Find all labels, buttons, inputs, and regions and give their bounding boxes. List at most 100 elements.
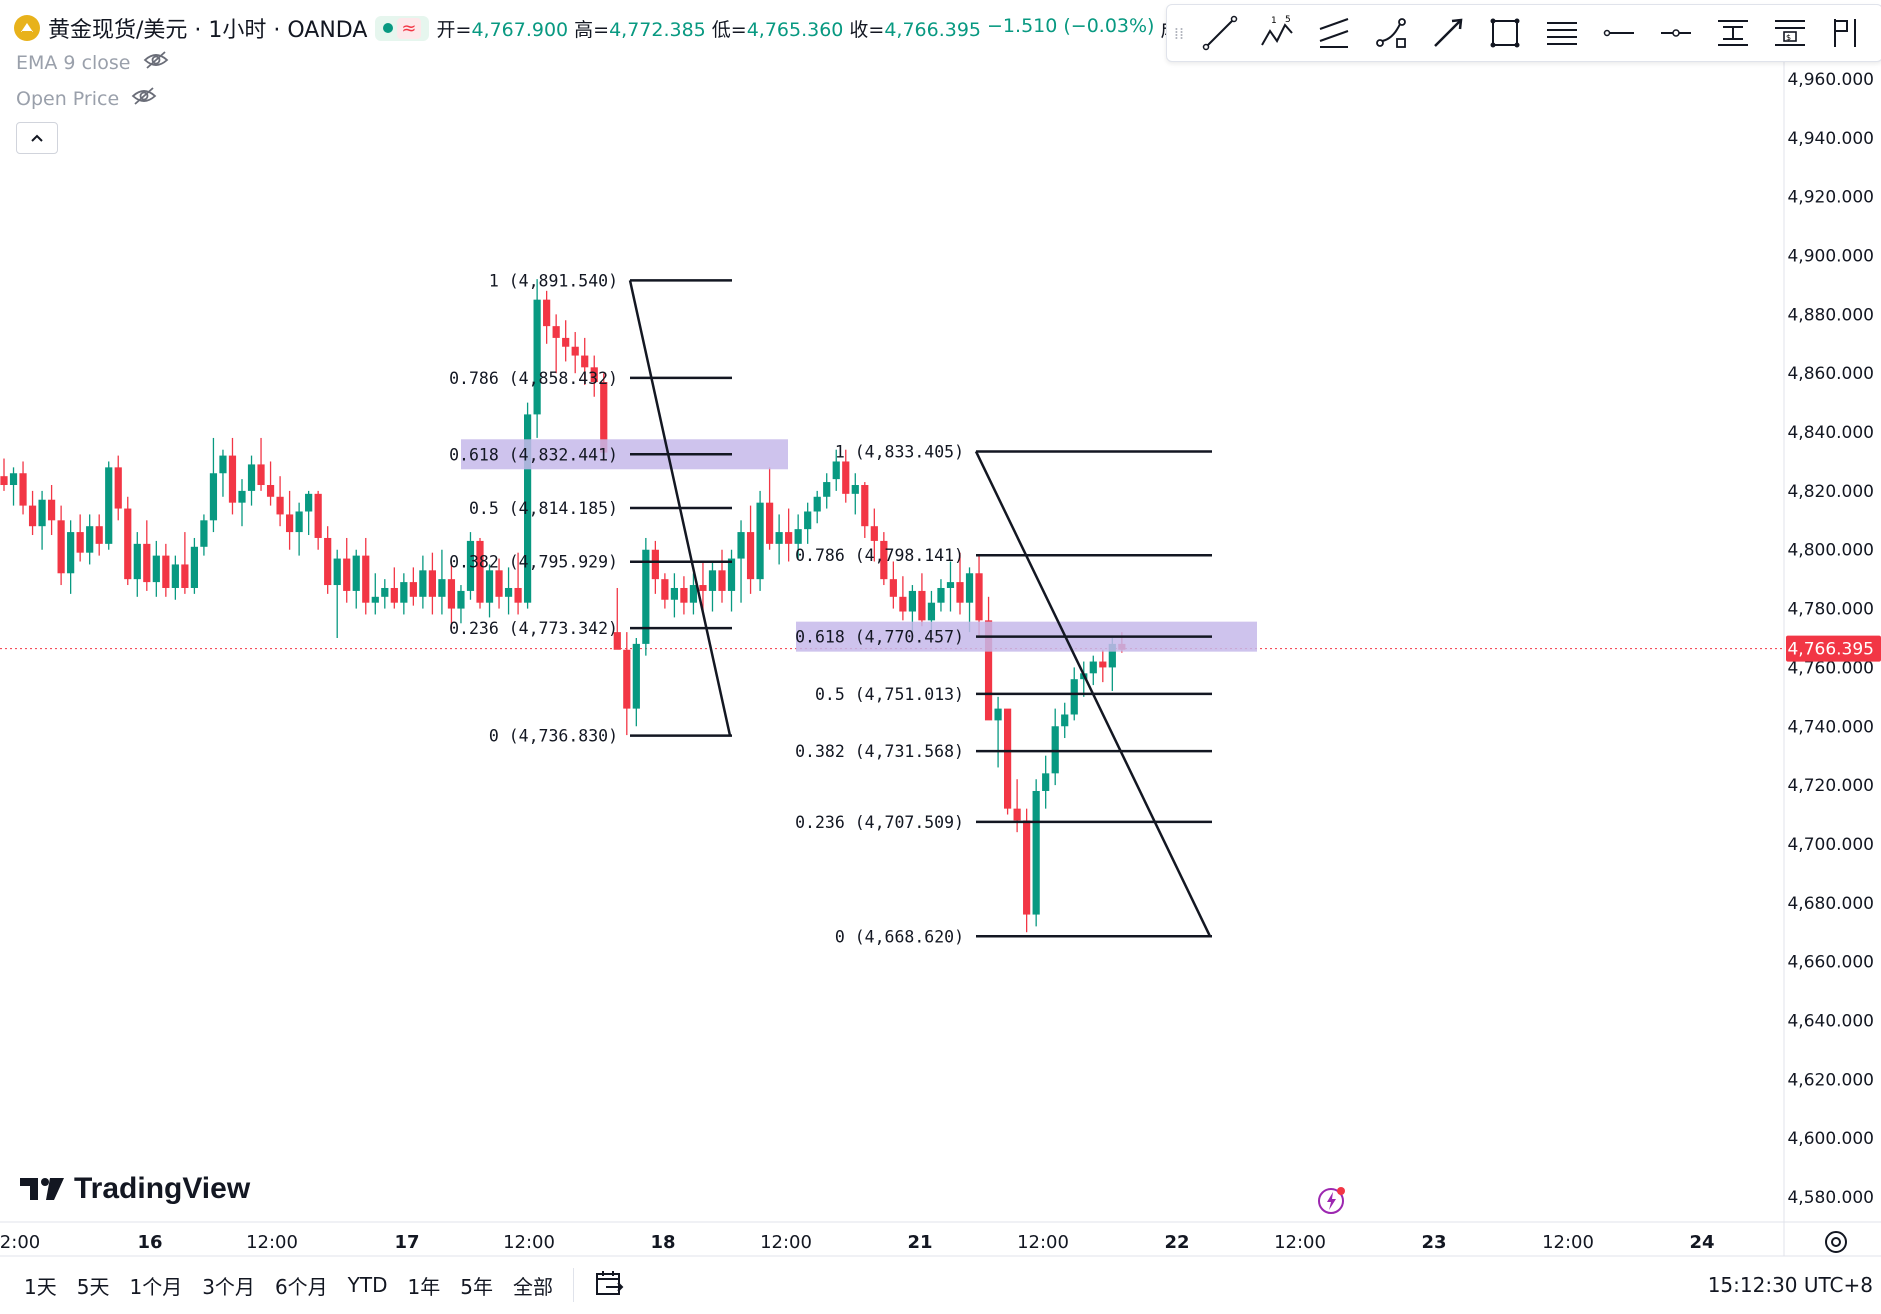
candle-body[interactable] [95, 526, 103, 544]
candle-body[interactable] [1004, 708, 1012, 809]
candle-body[interactable] [9, 473, 18, 486]
range-button[interactable]: 3个月 [202, 1274, 255, 1299]
candle-body[interactable] [1023, 820, 1031, 915]
fib-trend-line[interactable] [628, 280, 732, 736]
candle-body[interactable] [823, 482, 831, 497]
candle-body[interactable] [286, 514, 294, 533]
eye-off-icon[interactable] [143, 50, 169, 75]
trend-line-icon[interactable] [1191, 9, 1248, 57]
candle-body[interactable] [956, 582, 964, 603]
flag-icon[interactable] [1818, 9, 1875, 57]
candle-body[interactable] [57, 520, 65, 574]
candle-body[interactable] [333, 558, 341, 586]
candle-body[interactable] [727, 558, 736, 591]
tradingview-logo[interactable]: TradingView [20, 1172, 250, 1206]
candle-body[interactable] [485, 570, 494, 603]
candle-body[interactable] [324, 537, 332, 586]
long-short-icon[interactable]: $ [1761, 9, 1818, 57]
candle-body[interactable] [590, 367, 598, 383]
candle-body[interactable] [400, 582, 408, 603]
candle-body[interactable] [661, 579, 669, 600]
candle-body[interactable] [889, 579, 897, 597]
range-button[interactable]: 全部 [512, 1274, 553, 1299]
candle-body[interactable] [48, 499, 56, 521]
calendar-goto-icon[interactable] [584, 1268, 634, 1303]
candle-body[interactable] [1051, 726, 1059, 774]
candle-body[interactable] [832, 461, 840, 480]
candle-body[interactable] [1032, 790, 1040, 915]
candle-body[interactable] [1108, 643, 1116, 668]
candle-body[interactable] [737, 532, 745, 559]
candle-body[interactable] [19, 473, 27, 506]
candle-body[interactable] [623, 649, 631, 709]
range-button[interactable]: 1天 [24, 1274, 57, 1299]
candle-body[interactable] [600, 382, 608, 453]
candle-body[interactable] [152, 555, 160, 583]
horizontal-ray-icon[interactable] [1590, 9, 1647, 57]
range-button[interactable]: 6个月 [274, 1274, 328, 1299]
candle-body[interactable] [295, 511, 303, 533]
candle-body[interactable] [927, 602, 936, 621]
candle-body[interactable] [314, 493, 322, 538]
range-button[interactable]: 1个月 [129, 1274, 183, 1299]
candle-body[interactable] [965, 573, 974, 603]
candle-body[interactable] [1042, 773, 1050, 791]
candle-body[interactable] [0, 476, 8, 486]
candle-body[interactable] [984, 620, 993, 721]
range-button[interactable]: 5年 [460, 1274, 493, 1299]
symbol-title[interactable]: 黄金现货/美元 · 1小时 · OANDA [48, 18, 368, 43]
candle-body[interactable] [613, 632, 621, 650]
candle-body[interactable] [524, 414, 532, 603]
candle-body[interactable] [190, 546, 198, 588]
candle-body[interactable] [756, 502, 764, 580]
candle-body[interactable] [466, 540, 475, 591]
collapse-legend-button[interactable] [16, 122, 58, 154]
candle-body[interactable] [495, 570, 503, 597]
candle-body[interactable] [1013, 808, 1021, 821]
lightning-icon[interactable] [1316, 1184, 1348, 1216]
candle-body[interactable] [680, 587, 688, 603]
candle-body[interactable] [581, 355, 589, 368]
candle-body[interactable] [181, 564, 189, 588]
candle-body[interactable] [813, 496, 821, 512]
candle-body[interactable] [642, 549, 650, 644]
candle-body[interactable] [632, 643, 640, 709]
candle-body[interactable] [371, 596, 379, 603]
candle-body[interactable] [200, 520, 208, 547]
rectangle-icon[interactable] [1476, 9, 1533, 57]
fib-retracement-icon[interactable] [1533, 9, 1590, 57]
fib-golden-zone[interactable] [461, 439, 788, 470]
candle-body[interactable] [937, 587, 945, 603]
candle-body[interactable] [276, 496, 284, 515]
candle-body[interactable] [562, 337, 570, 347]
candle-body[interactable] [571, 346, 579, 356]
candle-body[interactable] [1099, 661, 1107, 668]
indicator-open-price[interactable]: Open Price [16, 86, 157, 111]
candle-body[interactable] [105, 467, 113, 544]
candle-body[interactable] [428, 570, 436, 597]
candle-body[interactable] [124, 508, 132, 580]
candle-body[interactable] [171, 564, 179, 588]
candle-body[interactable] [946, 582, 955, 588]
parallel-channel-icon[interactable] [1305, 9, 1362, 57]
candle-body[interactable] [975, 573, 983, 621]
arrow-icon[interactable] [1419, 9, 1476, 57]
candle-body[interactable] [880, 540, 888, 580]
candle-body[interactable] [785, 532, 793, 544]
candle-body[interactable] [266, 485, 275, 497]
candle-body[interactable] [918, 590, 926, 621]
chart-settings-icon[interactable] [1822, 1228, 1850, 1256]
candle-body[interactable] [708, 570, 717, 591]
candle-body[interactable] [775, 532, 783, 544]
candle-body[interactable] [994, 708, 1002, 721]
candle-body[interactable] [651, 549, 659, 580]
candle-body[interactable] [247, 464, 256, 491]
drag-handle-icon[interactable]: ⁞⁞ [1173, 23, 1185, 43]
candle-body[interactable] [438, 579, 446, 597]
candle-body[interactable] [766, 502, 774, 544]
candle-body[interactable] [746, 532, 755, 580]
fib-trend-line[interactable] [974, 450, 1212, 937]
